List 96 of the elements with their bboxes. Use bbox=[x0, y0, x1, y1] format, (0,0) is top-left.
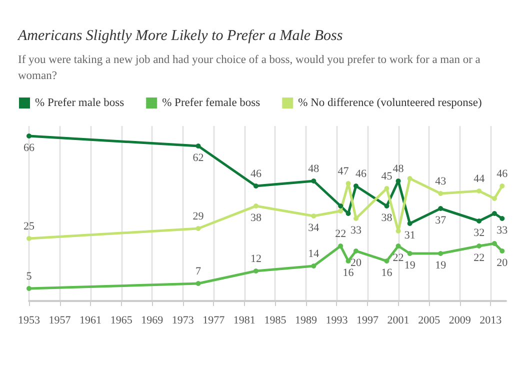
point bbox=[26, 236, 32, 241]
point bbox=[353, 248, 358, 254]
point bbox=[396, 228, 401, 234]
point bbox=[500, 216, 505, 221]
data-label: 12 bbox=[250, 253, 262, 265]
data-label: 46 bbox=[355, 168, 367, 180]
point bbox=[500, 248, 505, 254]
data-label: 33 bbox=[496, 224, 508, 236]
x-tick-label: 1985 bbox=[264, 314, 287, 326]
data-label: 5 bbox=[26, 270, 32, 282]
data-label: 45 bbox=[381, 170, 393, 182]
point bbox=[384, 204, 390, 208]
point bbox=[476, 244, 482, 248]
x-tick-label: 2013 bbox=[480, 314, 502, 326]
point bbox=[407, 251, 412, 256]
point bbox=[338, 208, 344, 214]
legend-label: % No difference (volunteered response) bbox=[298, 97, 482, 109]
x-tick-label: 2009 bbox=[448, 314, 472, 326]
point bbox=[407, 221, 412, 226]
data-label: 33 bbox=[350, 224, 362, 236]
point bbox=[384, 186, 390, 191]
x-tick-label: 1993 bbox=[326, 314, 348, 326]
data-label: 48 bbox=[392, 163, 404, 175]
data-label: 19 bbox=[404, 260, 416, 272]
data-label: 22 bbox=[335, 228, 346, 240]
legend-label: % Prefer male boss bbox=[35, 97, 125, 109]
data-label: 44 bbox=[474, 173, 486, 185]
point bbox=[438, 251, 444, 256]
x-tick-label: 1953 bbox=[18, 314, 40, 326]
data-label: 22 bbox=[392, 252, 404, 264]
point bbox=[492, 211, 497, 216]
data-label: 14 bbox=[308, 248, 320, 260]
point bbox=[338, 244, 344, 248]
data-label: 62 bbox=[192, 152, 204, 164]
point bbox=[492, 241, 497, 246]
chart-subtitle: If you were taking a new job and had your choice of a boss, would you prefer to work for a man or a woman? bbox=[18, 53, 482, 84]
data-label: 16 bbox=[342, 267, 354, 279]
point bbox=[407, 176, 412, 181]
x-tick-label: 1981 bbox=[233, 314, 256, 326]
x-tick-label: 2001 bbox=[387, 314, 410, 326]
data-label: 29 bbox=[192, 210, 204, 222]
x-tick-label: 2005 bbox=[418, 314, 441, 326]
point bbox=[253, 268, 258, 274]
data-label: 48 bbox=[308, 163, 320, 175]
data-label: 7 bbox=[196, 266, 202, 278]
data-label: 38 bbox=[381, 212, 393, 224]
x-tick-label: 1973 bbox=[172, 314, 194, 326]
data-label: 38 bbox=[250, 212, 262, 224]
legend-label: % Prefer female boss bbox=[162, 97, 261, 109]
data-label: 47 bbox=[338, 166, 350, 178]
point bbox=[384, 258, 390, 264]
data-label: 46 bbox=[250, 168, 262, 180]
data-label: 20 bbox=[350, 257, 362, 269]
point bbox=[346, 181, 351, 186]
point bbox=[311, 178, 316, 184]
x-tick-label: 1965 bbox=[110, 314, 133, 326]
point bbox=[311, 264, 316, 268]
data-label: 20 bbox=[496, 257, 508, 269]
x-tick-label: 1977 bbox=[202, 314, 226, 326]
point bbox=[476, 188, 482, 194]
x-tick-label: 1957 bbox=[48, 314, 72, 326]
point bbox=[438, 191, 444, 196]
point bbox=[438, 206, 444, 211]
data-label: 31 bbox=[404, 230, 416, 242]
point bbox=[396, 178, 401, 184]
point bbox=[311, 214, 316, 218]
data-label: 46 bbox=[496, 168, 508, 180]
data-label: 19 bbox=[435, 260, 447, 272]
x-tick-label: 1989 bbox=[294, 314, 318, 326]
point bbox=[26, 286, 32, 291]
point bbox=[353, 216, 358, 221]
point bbox=[196, 281, 201, 286]
data-label: 32 bbox=[474, 227, 485, 239]
point bbox=[346, 211, 351, 216]
x-tick-label: 1969 bbox=[141, 314, 164, 326]
chart-title: Americans Slightly More Likely to Prefer a Male Boss bbox=[18, 28, 343, 45]
point bbox=[253, 204, 258, 208]
point bbox=[253, 184, 258, 188]
data-label: 22 bbox=[474, 252, 485, 264]
point bbox=[338, 204, 344, 208]
x-tick-label: 1961 bbox=[80, 314, 102, 326]
data-label: 37 bbox=[435, 214, 447, 226]
point bbox=[26, 134, 32, 138]
data-label: 66 bbox=[24, 142, 35, 154]
data-label: 16 bbox=[381, 267, 393, 279]
data-label: 34 bbox=[308, 222, 320, 234]
x-tick-label: 1997 bbox=[356, 314, 380, 326]
point bbox=[353, 184, 358, 188]
data-label: 43 bbox=[435, 176, 447, 188]
point bbox=[492, 196, 497, 201]
point bbox=[500, 184, 505, 188]
data-label: 25 bbox=[24, 220, 35, 232]
point bbox=[196, 226, 201, 231]
point bbox=[396, 244, 401, 248]
point bbox=[196, 144, 201, 148]
point bbox=[476, 218, 482, 224]
